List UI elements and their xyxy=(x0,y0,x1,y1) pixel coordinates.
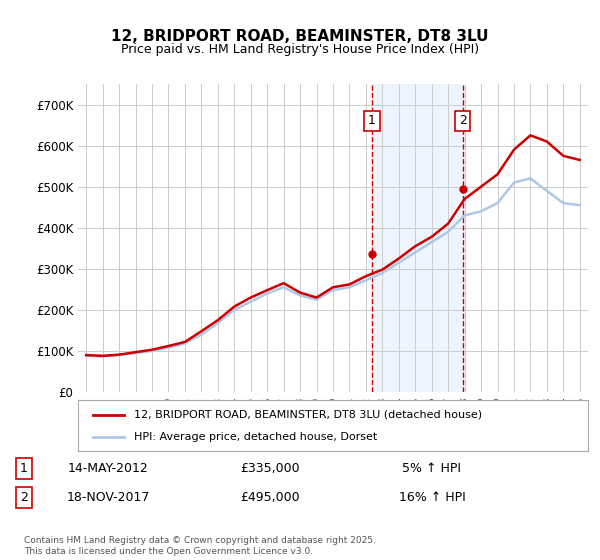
Text: 5% ↑ HPI: 5% ↑ HPI xyxy=(403,462,461,475)
Text: 16% ↑ HPI: 16% ↑ HPI xyxy=(398,491,466,504)
Text: Contains HM Land Registry data © Crown copyright and database right 2025.
This d: Contains HM Land Registry data © Crown c… xyxy=(24,536,376,556)
Text: 14-MAY-2012: 14-MAY-2012 xyxy=(68,462,148,475)
Text: 1: 1 xyxy=(368,114,376,128)
Text: 2: 2 xyxy=(459,114,467,128)
Text: 12, BRIDPORT ROAD, BEAMINSTER, DT8 3LU (detached house): 12, BRIDPORT ROAD, BEAMINSTER, DT8 3LU (… xyxy=(134,409,482,419)
Text: £335,000: £335,000 xyxy=(240,462,300,475)
Text: HPI: Average price, detached house, Dorset: HPI: Average price, detached house, Dors… xyxy=(134,432,377,442)
Bar xyxy=(372,84,463,392)
Text: 18-NOV-2017: 18-NOV-2017 xyxy=(67,491,149,504)
Text: £495,000: £495,000 xyxy=(240,491,300,504)
Text: 2: 2 xyxy=(20,491,28,504)
Text: 12, BRIDPORT ROAD, BEAMINSTER, DT8 3LU: 12, BRIDPORT ROAD, BEAMINSTER, DT8 3LU xyxy=(111,29,489,44)
Text: Price paid vs. HM Land Registry's House Price Index (HPI): Price paid vs. HM Land Registry's House … xyxy=(121,43,479,56)
Text: 1: 1 xyxy=(20,462,28,475)
